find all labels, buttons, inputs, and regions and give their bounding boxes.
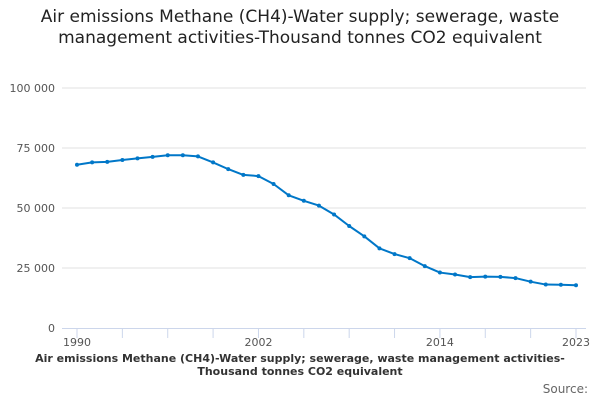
data-point (543, 282, 548, 287)
x-tick-label: 2014 (426, 336, 454, 349)
data-point (271, 182, 276, 186)
data-point (211, 160, 216, 165)
data-point (120, 158, 125, 162)
data-point (150, 154, 155, 159)
data-point (332, 212, 337, 217)
data-point (483, 274, 488, 279)
data-point (558, 282, 563, 287)
data-point (316, 203, 321, 208)
data-point (226, 167, 231, 172)
y-tick-label: 100 000 (10, 82, 56, 95)
data-point (180, 153, 185, 158)
data-point (528, 279, 533, 284)
data-point (468, 275, 473, 280)
y-tick-label: 0 (48, 322, 55, 335)
data-point (362, 234, 367, 239)
data-point (165, 153, 170, 158)
data-point (498, 274, 503, 279)
data-point (75, 162, 79, 167)
data-point (105, 159, 110, 164)
data-point (256, 174, 261, 179)
data-point (422, 264, 427, 269)
source-label: Source: (542, 382, 588, 396)
data-point (513, 276, 518, 281)
data-point (347, 224, 352, 228)
x-tick-label: 1990 (63, 336, 91, 349)
chart-title: Air emissions Methane (CH4)-Water supply… (40, 7, 560, 48)
y-tick-label: 75 000 (17, 142, 56, 155)
y-tick-label: 50 000 (17, 202, 56, 215)
data-point (437, 270, 442, 275)
data-point (392, 252, 397, 257)
data-point (90, 160, 95, 165)
y-tick-label: 25 000 (17, 262, 56, 275)
data-point (407, 256, 412, 261)
data-point (195, 154, 200, 159)
data-point (135, 156, 140, 161)
data-point (377, 246, 382, 251)
data-point (301, 198, 306, 203)
x-tick-label: 2023 (562, 336, 590, 349)
data-point (574, 283, 578, 288)
series-line (76, 154, 577, 287)
data-point (453, 272, 458, 277)
data-point (286, 193, 291, 198)
x-axis-title: Air emissions Methane (CH4)-Water supply… (35, 352, 565, 378)
x-tick-label: 2002 (244, 336, 272, 349)
data-point (241, 172, 246, 177)
